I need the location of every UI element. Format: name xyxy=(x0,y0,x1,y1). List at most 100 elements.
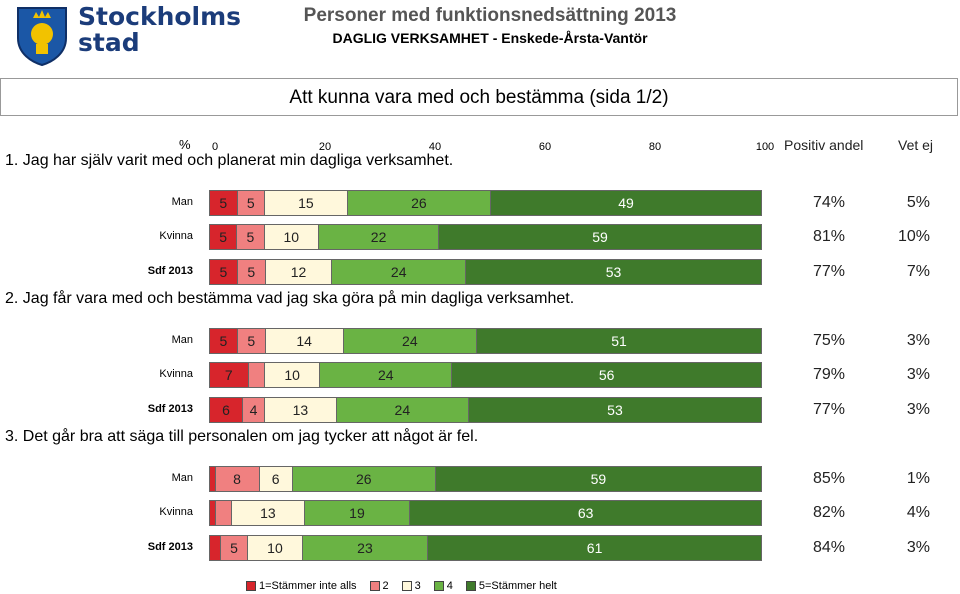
positive-share-value: 84% xyxy=(812,539,845,556)
axis-tick-label: 20 xyxy=(318,141,332,153)
bar-segment-3: 10 xyxy=(264,225,320,249)
bar-segment-3: 14 xyxy=(265,329,344,353)
bar-segment-4: 24 xyxy=(332,260,466,284)
legend-label: 3 xyxy=(414,580,421,592)
legend-swatch xyxy=(465,581,476,591)
legend-item: 3 xyxy=(401,580,421,592)
positive-share-value: 77% xyxy=(812,401,845,418)
stacked-bar: 5 10 23 61 xyxy=(209,535,762,561)
stacked-bar: 6 4 13 24 53 xyxy=(209,397,762,423)
row-label: Sdf 2013 xyxy=(147,541,193,553)
bar-segment-1 xyxy=(210,467,216,491)
bar-segment-4: 24 xyxy=(320,363,453,387)
bar-segment-3: 15 xyxy=(265,191,348,215)
row-label: Man xyxy=(171,196,193,208)
dont-know-value: 3% xyxy=(906,366,930,383)
stockholm-crest-icon xyxy=(17,7,67,66)
legend-item: 2 xyxy=(369,580,389,592)
bar-segment-2: 5 xyxy=(237,260,266,284)
header-title: Personer med funktionsnedsättning 2013 xyxy=(303,5,677,26)
axis-unit: % xyxy=(179,137,191,152)
axis-tick-label: 100 xyxy=(755,141,775,153)
positive-share-value: 74% xyxy=(812,194,845,211)
bar-segment-5: 51 xyxy=(477,329,761,353)
bar-segment-4: 19 xyxy=(304,501,411,525)
logo-text: Stockholms stad xyxy=(78,4,241,56)
legend: 1=Stämmer inte alls 2 3 4 5=Stämmer helt xyxy=(246,580,570,592)
bar-segment-5: 53 xyxy=(466,260,761,284)
bar-segment-5: 53 xyxy=(468,398,761,422)
bar-segment-4: 26 xyxy=(347,191,491,215)
bar-segment-5: 49 xyxy=(490,191,761,215)
bar-segment-5: 59 xyxy=(435,467,761,491)
positive-share-value: 85% xyxy=(812,470,845,487)
bar-segment-2 xyxy=(248,363,266,387)
bar-segment-3: 13 xyxy=(265,398,337,422)
bar-segment-1: 5 xyxy=(210,191,238,215)
axis-tick-label: 40 xyxy=(428,141,442,153)
dont-know-value: 3% xyxy=(906,401,930,418)
dont-know-value: 7% xyxy=(906,263,930,280)
bar-segment-1 xyxy=(210,501,216,525)
positive-share-value: 82% xyxy=(812,504,845,521)
page-title: Att kunna vara med och bestämma (sida 1/… xyxy=(289,87,669,108)
bar-segment-1: 5 xyxy=(210,225,238,249)
question-text: 2. Jag får vara med och bestämma vad jag… xyxy=(5,290,575,307)
bar-segment-1: 5 xyxy=(210,329,238,353)
row-label: Man xyxy=(171,472,193,484)
row-label: Man xyxy=(171,334,193,346)
positive-share-value: 79% xyxy=(812,366,845,383)
positive-share-header: Positiv andel xyxy=(784,137,864,153)
bar-segment-3: 12 xyxy=(265,260,333,284)
question-text: 1. Jag har själv varit med och planerat … xyxy=(5,152,454,169)
bar-segment-4: 26 xyxy=(292,467,436,491)
bar-segment-1: 6 xyxy=(210,398,244,422)
stacked-bar: 13 19 63 xyxy=(209,500,762,526)
bar-segment-2: 5 xyxy=(220,536,249,560)
bar-segment-3: 10 xyxy=(248,536,303,560)
legend-item: 5=Stämmer helt xyxy=(465,580,557,592)
bar-segment-2: 5 xyxy=(237,329,266,353)
bar-segment-3: 6 xyxy=(259,467,293,491)
bar-segment-5: 59 xyxy=(439,225,761,249)
question-text: 3. Det går bra att säga till personalen … xyxy=(5,428,479,445)
dont-know-value: 5% xyxy=(906,194,930,211)
logo-line-2: stad xyxy=(78,28,140,57)
stacked-bar: 5 5 10 22 59 xyxy=(209,224,762,250)
dont-know-value: 10% xyxy=(897,228,930,245)
bar-segment-2: 5 xyxy=(237,191,266,215)
bar-segment-2: 5 xyxy=(237,225,265,249)
dont-know-value: 3% xyxy=(906,332,930,349)
bar-segment-2 xyxy=(215,501,233,525)
legend-label: 4 xyxy=(446,580,453,592)
legend-swatch xyxy=(433,581,444,591)
bar-segment-4: 23 xyxy=(302,536,429,560)
stacked-bar: 5 5 14 24 51 xyxy=(209,328,762,354)
row-label: Sdf 2013 xyxy=(147,403,193,415)
positive-share-value: 77% xyxy=(812,263,845,280)
legend-label: 1=Stämmer inte alls xyxy=(259,580,357,592)
page-title-box xyxy=(0,78,958,116)
row-label: Kvinna xyxy=(159,230,193,242)
row-label: Sdf 2013 xyxy=(147,265,193,277)
bar-segment-5: 56 xyxy=(452,363,761,387)
dont-know-value: 3% xyxy=(906,539,930,556)
bar-segment-4: 22 xyxy=(319,225,440,249)
logo-line-1: Stockholms xyxy=(78,2,242,31)
bar-segment-2: 4 xyxy=(243,398,266,422)
stacked-bar: 8 6 26 59 xyxy=(209,466,762,492)
bar-segment-1: 5 xyxy=(210,260,238,284)
dont-know-value: 1% xyxy=(906,470,930,487)
stacked-bar: 7 10 24 56 xyxy=(209,362,762,388)
legend-swatch xyxy=(369,581,380,591)
dont-know-header: Vet ej xyxy=(898,137,934,153)
axis-tick-label: 60 xyxy=(538,141,552,153)
positive-share-value: 75% xyxy=(812,332,845,349)
legend-label: 5=Stämmer helt xyxy=(478,580,557,592)
positive-share-value: 81% xyxy=(812,228,845,245)
legend-item: 1=Stämmer inte alls xyxy=(246,580,357,592)
stacked-bar: 5 5 15 26 49 xyxy=(209,190,762,216)
header-subtitle: DAGLIG VERKSAMHET - Enskede-Årsta-Vantör xyxy=(332,30,648,46)
legend-label: 2 xyxy=(382,580,389,592)
bar-segment-3: 10 xyxy=(265,363,321,387)
